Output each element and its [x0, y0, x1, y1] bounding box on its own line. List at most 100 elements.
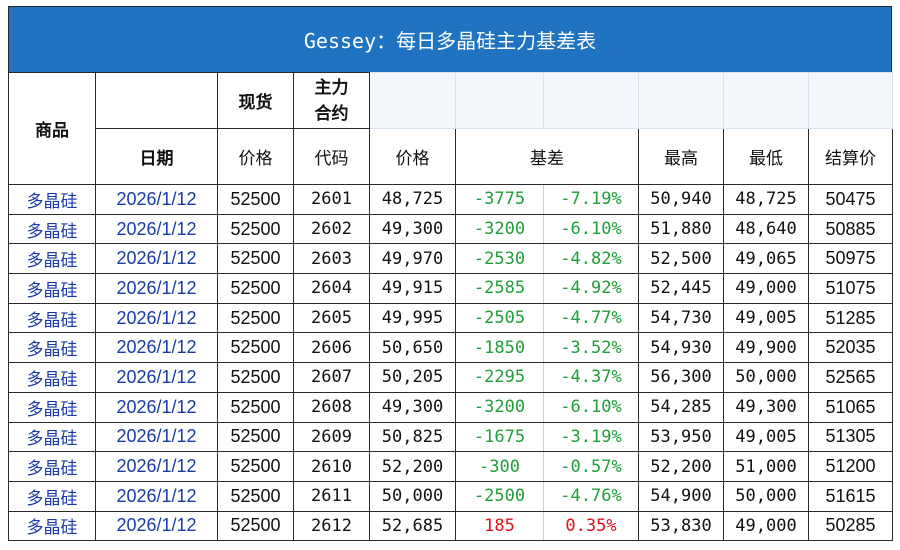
table-row: 多晶硅 2026/1/12 52500 2601 48,725 -3775 -7.19% 50… — [8, 184, 893, 215]
basis-cell: -3775 — [455, 184, 544, 215]
basis-cell: 185 — [455, 510, 544, 542]
spot-price-cell: 52500 — [217, 184, 294, 215]
header-low: 最低 — [723, 128, 809, 185]
low-cell: 49,000 — [723, 273, 809, 304]
header-settle: 结算价 — [808, 128, 893, 185]
settle-cell: 51200 — [808, 451, 893, 482]
futures-price-cell: 49,300 — [369, 391, 456, 423]
contract-code-cell: 2611 — [293, 480, 370, 512]
date-cell: 2026/1/12 — [95, 391, 218, 423]
futures-price-cell: 52,685 — [369, 510, 456, 542]
basis-pct-cell: -4.82% — [543, 243, 639, 275]
settle-cell: 51305 — [808, 421, 893, 453]
table-row: 多晶硅 2026/1/12 52500 2609 50,825 -1675 -3.19% 53… — [8, 421, 893, 453]
header-blank — [723, 72, 809, 129]
product-cell: 多晶硅 — [8, 332, 96, 364]
settle-cell: 50885 — [808, 213, 893, 245]
basis-cell: -3200 — [455, 391, 544, 423]
high-cell: 50,940 — [638, 184, 724, 215]
futures-price-cell: 50,205 — [369, 362, 456, 393]
product-cell: 多晶硅 — [8, 510, 96, 542]
low-cell: 48,725 — [723, 184, 809, 215]
spot-price-cell: 52500 — [217, 213, 294, 245]
spot-price-cell: 52500 — [217, 480, 294, 512]
settle-cell: 52565 — [808, 362, 893, 393]
high-cell: 52,500 — [638, 243, 724, 275]
spot-price-cell: 52500 — [217, 421, 294, 453]
low-cell: 50,000 — [723, 480, 809, 512]
low-cell: 49,900 — [723, 332, 809, 364]
futures-price-cell: 49,300 — [369, 213, 456, 245]
futures-price-cell: 52,200 — [369, 451, 456, 482]
high-cell: 54,730 — [638, 302, 724, 334]
futures-price-cell: 49,915 — [369, 273, 456, 304]
low-cell: 51,000 — [723, 451, 809, 482]
date-cell: 2026/1/12 — [95, 421, 218, 453]
basis-cell: -2585 — [455, 273, 544, 304]
header-blank — [638, 72, 724, 129]
futures-price-cell: 50,825 — [369, 421, 456, 453]
header-date: 日期 — [95, 128, 218, 185]
settle-cell: 50285 — [808, 510, 893, 542]
settle-cell: 51615 — [808, 480, 893, 512]
basis-pct-cell: -6.10% — [543, 213, 639, 245]
contract-code-cell: 2608 — [293, 391, 370, 423]
high-cell: 56,300 — [638, 362, 724, 393]
contract-code-cell: 2604 — [293, 273, 370, 304]
product-cell: 多晶硅 — [8, 391, 96, 423]
contract-code-cell: 2609 — [293, 421, 370, 453]
high-cell: 52,445 — [638, 273, 724, 304]
table-row: 多晶硅 2026/1/12 52500 2606 50,650 -1850 -3.52% 54… — [8, 332, 893, 364]
date-cell: 2026/1/12 — [95, 273, 218, 304]
header-spot: 现货 — [217, 72, 294, 129]
product-cell: 多晶硅 — [8, 243, 96, 275]
basis-pct-cell: 0.35% — [543, 510, 639, 542]
header-blank — [95, 72, 218, 129]
spot-price-cell: 52500 — [217, 391, 294, 423]
table-row: 多晶硅 2026/1/12 52500 2603 49,970 -2530 -4.82% 52… — [8, 243, 893, 275]
basis-pct-cell: -0.57% — [543, 451, 639, 482]
header-high: 最高 — [638, 128, 724, 185]
basis-pct-cell: -3.19% — [543, 421, 639, 453]
spot-price-cell: 52500 — [217, 243, 294, 275]
low-cell: 48,640 — [723, 213, 809, 245]
basis-cell: -1675 — [455, 421, 544, 453]
header-main-contract: 主力 合约 — [293, 72, 370, 129]
table-row: 多晶硅 2026/1/12 52500 2611 50,000 -2500 -4.76% 54… — [8, 480, 893, 512]
header-code: 代码 — [293, 128, 370, 185]
high-cell: 54,900 — [638, 480, 724, 512]
product-cell: 多晶硅 — [8, 451, 96, 482]
date-cell: 2026/1/12 — [95, 362, 218, 393]
basis-pct-cell: -4.37% — [543, 362, 639, 393]
contract-code-cell: 2601 — [293, 184, 370, 215]
header-row-1: 商品 现货 主力 合约 — [8, 72, 893, 185]
date-cell: 2026/1/12 — [95, 332, 218, 364]
spot-price-cell: 52500 — [217, 273, 294, 304]
low-cell: 49,000 — [723, 510, 809, 542]
contract-code-cell: 2603 — [293, 243, 370, 275]
high-cell: 51,880 — [638, 213, 724, 245]
product-cell: 多晶硅 — [8, 273, 96, 304]
settle-cell: 50975 — [808, 243, 893, 275]
futures-price-cell: 50,650 — [369, 332, 456, 364]
header-spot-price: 价格 — [217, 128, 294, 185]
date-cell: 2026/1/12 — [95, 451, 218, 482]
header-product: 商品 — [8, 72, 96, 185]
basis-cell: -300 — [455, 451, 544, 482]
futures-price-cell: 48,725 — [369, 184, 456, 215]
settle-cell: 51065 — [808, 391, 893, 423]
header-blank — [808, 72, 893, 129]
table-row: 多晶硅 2026/1/12 52500 2610 52,200 -300 -0.57% 52,… — [8, 451, 893, 482]
spot-price-cell: 52500 — [217, 510, 294, 542]
futures-price-cell: 49,995 — [369, 302, 456, 334]
basis-cell: -3200 — [455, 213, 544, 245]
report-title: Gessey：每日多晶硅主力基差表 — [8, 6, 892, 72]
product-cell: 多晶硅 — [8, 213, 96, 245]
basis-pct-cell: -4.77% — [543, 302, 639, 334]
spot-price-cell: 52500 — [217, 451, 294, 482]
contract-code-cell: 2606 — [293, 332, 370, 364]
high-cell: 54,930 — [638, 332, 724, 364]
header-futures-price: 价格 — [369, 128, 456, 185]
header-row-2: 日期 价格 代码 价格 基差 最高 最低 结算价 — [9, 128, 893, 185]
table-row: 多晶硅 2026/1/12 52500 2605 49,995 -2505 -4.77% 54… — [8, 302, 893, 334]
